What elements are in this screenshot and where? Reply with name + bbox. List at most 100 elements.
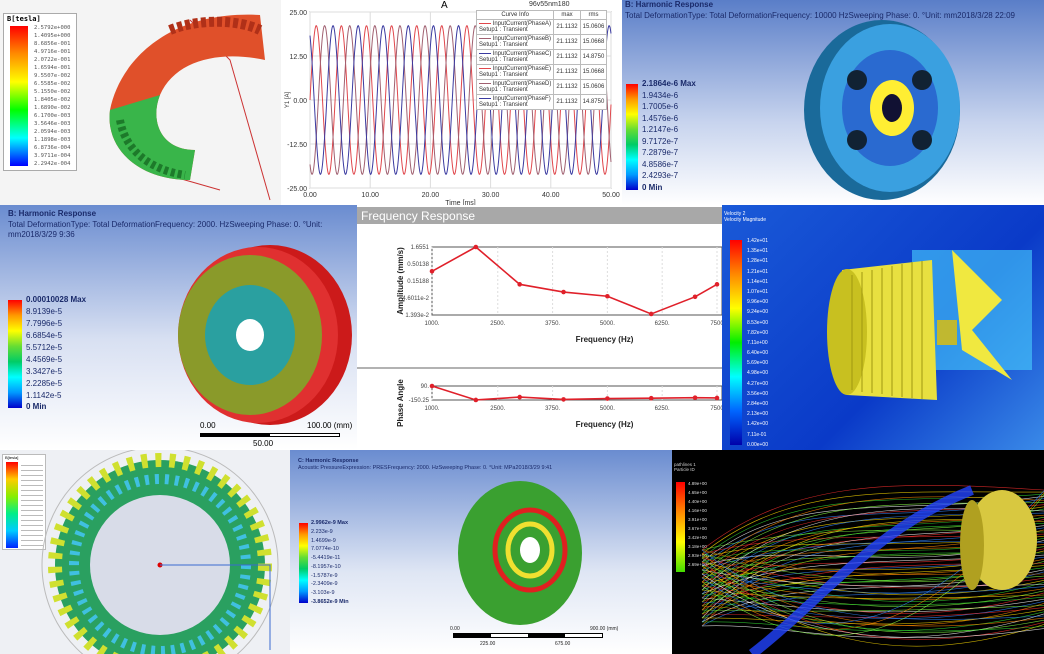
detail-line: 2018/3/29 9:41 [515,465,553,471]
legend-value: 1.21e+01 [747,268,768,275]
legend-value: 1.6594e-001 [34,65,71,71]
legend-value: 3.18e+00 [688,544,707,549]
pathline [701,549,1044,620]
legend-value: 1.9434e-6 [642,90,679,100]
legend-max: 21.1132 [553,49,581,65]
x-tick-label: 7500 [710,406,722,412]
legend-value: 5.5712e-5 [26,342,63,352]
data-point [561,289,566,295]
series-line-InputCurrent(PhaseB) [309,24,612,176]
legend-setup: Setup1 : Transient [479,102,528,108]
pressure-disk-view[interactable] [455,478,585,628]
data-point [429,269,435,274]
y-axis-label: Y1 [A] [285,91,291,108]
legend-value: -2.3409e-9 [311,581,338,588]
scale-start: 0.00 [450,626,460,632]
x-axis-label: Frequency (Hz) [576,335,634,344]
legend-setup: Setup1 : Transient [479,27,528,33]
disk-model-view[interactable] [170,245,357,425]
legend-max: 21.1132 [553,94,581,110]
pathline [701,593,1044,606]
x-tick-label: 1000. [424,406,439,412]
legend-setup: Setup1 : Transient [479,87,528,93]
legend-value: -3.8652e-9 Min [311,598,349,605]
y-tick-label: 12.50 [289,54,307,61]
legend-value: 6.1700e-003 [34,113,71,119]
flux-density-panel: B[tesla] 2.5792e+000 1.4095e+000 8.6856e-0… [0,0,281,205]
x-axis-label: Time [ms] [445,200,476,205]
pathlines-view[interactable] [672,450,1044,654]
legend-value: 5.1550e-002 [34,89,71,95]
legend-value: 1.8405e-002 [34,97,71,103]
result-title: C: Harmonic Response [298,458,359,464]
legend-value: 7.82e+00 [747,329,768,336]
pathline [701,573,1044,594]
harmonic-response-2000hz-panel: B: Harmonic Response Total DeformationTy… [0,205,357,450]
rotor-model-view[interactable] [782,10,982,205]
data-point [714,395,720,401]
fan-model-view[interactable] [802,230,1042,430]
x-tick-label: 3750. [545,406,560,412]
legend-value: 1.42e+00 [747,421,768,428]
legend-value: 3.56e+00 [747,390,768,397]
legend-series-name: InputCurrent(PhaseF) [492,96,551,102]
pathline [701,573,1044,639]
legend-value: 1.2147e-6 [642,125,679,134]
colorbar [10,26,28,166]
project-label: 96v55nm180 [529,1,570,8]
legend-setup: Setup1 : Transient [479,57,528,63]
legend-value: 7.7996e-5 [26,318,63,328]
chart-title: A [441,0,448,11]
legend-value: 1.28e+01 [747,258,768,265]
data-point [714,282,720,287]
colorbar [626,84,638,190]
stator-model-view[interactable] [40,450,290,654]
legend-value: 0 Min [26,402,47,412]
data-point [648,311,654,317]
detail-line: 2018/3/29 9:36 [21,230,75,239]
scale-mid: 50.00 [253,439,274,448]
x-tick-label: 30.00 [482,192,500,199]
pathline [701,569,1044,587]
legend-value: 5.69e+00 [747,360,768,367]
scale-quarter: 225.00 [480,641,496,647]
x-tick-label: 7500 [710,321,722,327]
legend-swatch [479,67,491,69]
legend-swatch [479,97,491,99]
legend-value: 2.1864e-6 Max [642,79,696,88]
detail-line: Sweeping Phase: 0. ° [848,10,926,20]
legend-box: B[tesla] [2,454,46,550]
legend-values: 2.1864e-6 Max 1.9434e-6 1.7005e-6 1.4576e-6… [642,79,696,193]
legend-value: -5.4419e-11 [311,555,341,562]
legend-series-name: InputCurrent(PhaseC) [492,51,552,57]
x-tick-label: 50.00 [602,192,620,199]
pathline [701,553,1044,627]
legend-row: InputCurrent(PhaseA) Setup1 : Transient 21… [475,19,608,35]
colorbar [730,240,742,445]
pathline [701,485,1044,551]
x-tick-label: 40.00 [542,192,560,199]
legend-value: 1.14e+01 [747,278,768,285]
y-tick-label: 0.50138 [407,262,429,268]
legend-title: Velocity 2 [724,211,746,217]
legend-rms: 15.0606 [579,79,608,95]
legend-values: 2.5792e+000 1.4095e+000 8.6856e-001 4.9716e… [34,24,70,168]
legend-value: 0.00e+00 [747,441,768,448]
scale-end: 100.00 (mm) [307,421,353,430]
legend-value: 8.9139e-5 [26,306,63,316]
motor-model-view[interactable] [80,0,280,205]
scale-start: 0.00 [200,421,216,430]
legend-values: 2.9962e-9 Max 2.233e-9 1.4699e-9 7.0774e-10… [311,520,349,606]
data-point [605,396,610,401]
result-details: Acoustic PressureExpression: PRESFrequen… [298,465,552,472]
y-tick-label: -150.25 [409,398,430,404]
pathline [701,565,1044,647]
pathline [701,569,1044,632]
legend-value: 7.2879e-7 [642,148,679,157]
y-tick-label: 1.393e-2 [405,313,429,319]
detail-line: Type: Total Deformation [70,219,156,229]
frequency-response-plots[interactable]: 1000. 2500. 3750. 5000. 6250. 7500 1.6551 0.501… [357,205,722,450]
legend-value: 1.1898e-003 [34,137,71,143]
y-axis-label: Amplitude (mm/s) [396,247,405,315]
legend-value: 1.4576e-6 [642,113,679,123]
